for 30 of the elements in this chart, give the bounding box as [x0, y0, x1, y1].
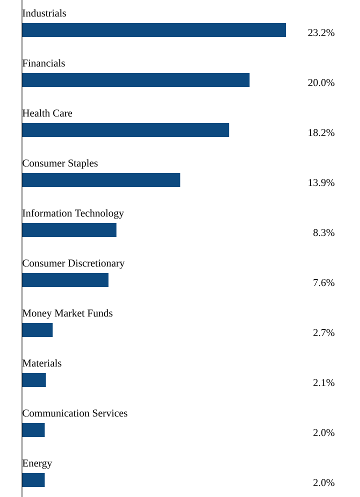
data-label: 2.7%: [313, 329, 334, 336]
y-tick-label: Consumer Discretionary: [22, 260, 125, 269]
data-label: 20.0%: [308, 79, 334, 86]
y-tick-label: Communication Services: [22, 410, 128, 417]
bar: [22, 23, 286, 37]
data-label: 2.0%: [313, 429, 334, 436]
y-tick-label: Energy: [22, 460, 52, 469]
bar: [22, 423, 45, 438]
bar: [22, 323, 53, 338]
bar: [22, 173, 180, 187]
bar: [22, 223, 116, 237]
y-tick-label: Information Technology: [22, 209, 124, 219]
data-label: 7.6%: [314, 279, 334, 286]
bar: [22, 273, 108, 288]
data-label: 2.0%: [313, 479, 334, 486]
data-label: 13.9%: [308, 179, 334, 186]
data-label: 18.2%: [308, 129, 334, 136]
bar: [22, 73, 250, 87]
bar: [22, 123, 230, 137]
y-tick-label: Financials: [22, 59, 65, 67]
y-tick-label: Industrials: [22, 9, 66, 17]
y-tick-label: Money Market Funds: [22, 309, 112, 319]
data-label: 8.3%: [313, 229, 334, 236]
data-label: 2.1%: [313, 379, 334, 386]
data-label: 23.2%: [308, 29, 334, 36]
bar: [22, 373, 46, 388]
bar: [22, 473, 45, 488]
y-tick-label: Materials: [22, 359, 62, 367]
y-tick-label: Health Care: [22, 109, 72, 117]
y-tick-label: Consumer Staples: [22, 159, 98, 169]
